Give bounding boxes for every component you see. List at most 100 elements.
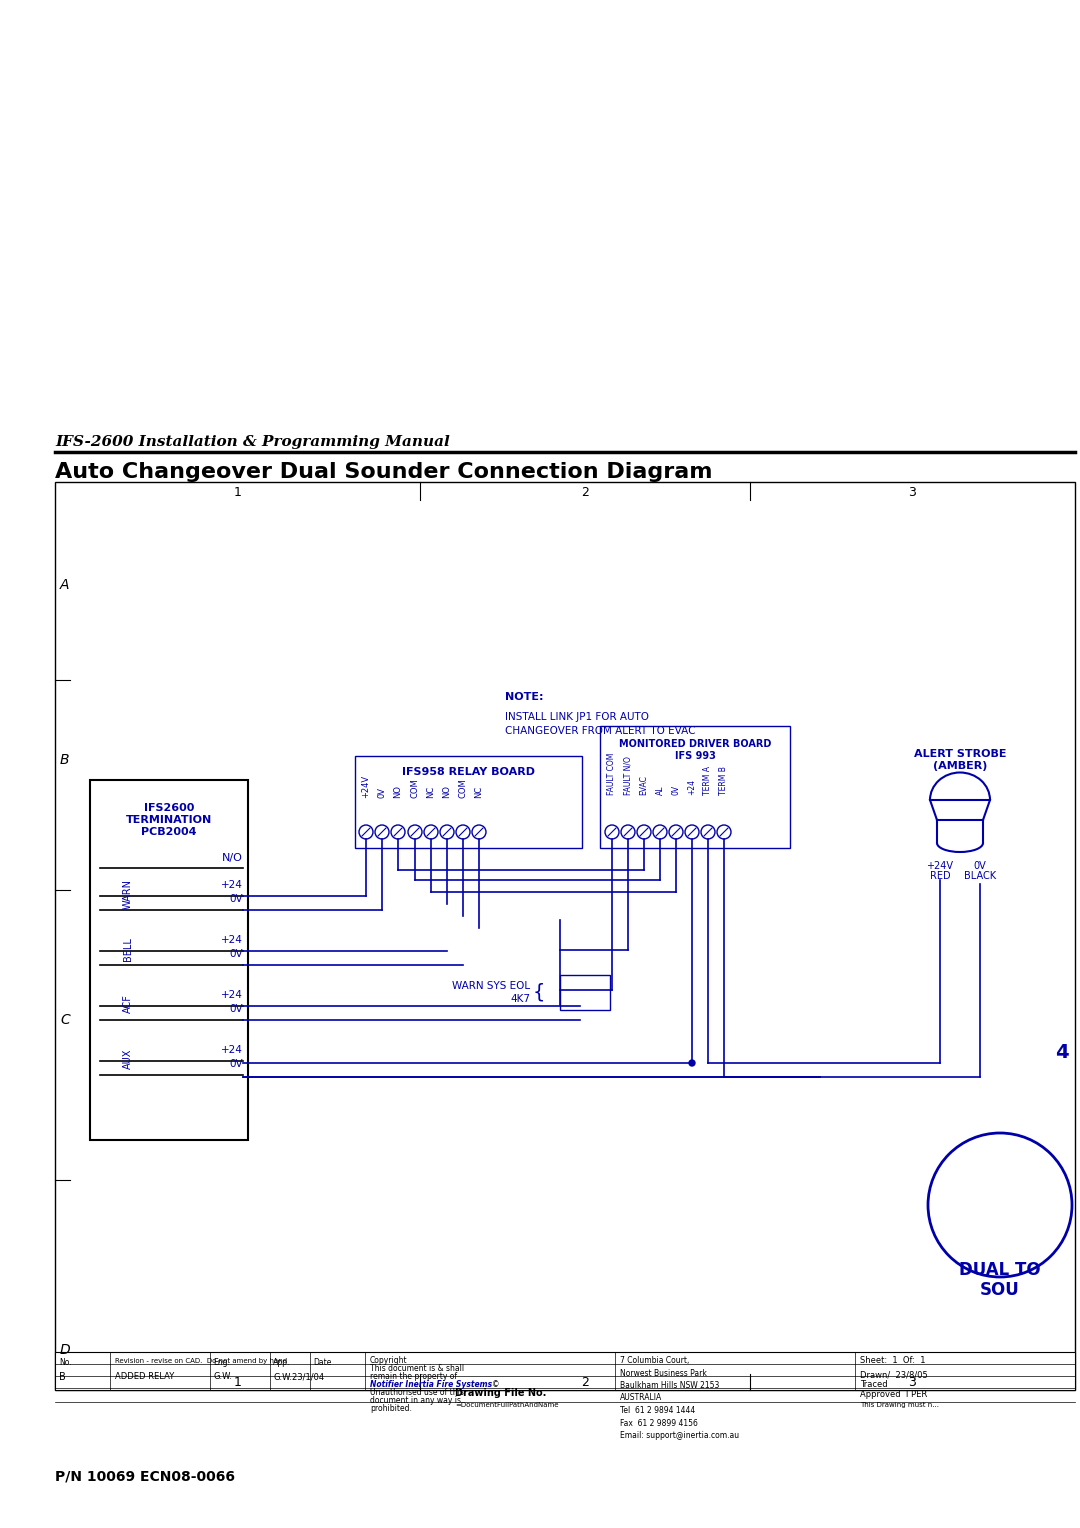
Text: NC: NC [427, 785, 435, 798]
Text: 7 Columbia Court,
Norwest Business Park
Baulkham Hills NSW 2153
AUSTRALIA
Tel  6: 7 Columbia Court, Norwest Business Park … [620, 1355, 739, 1439]
Text: 0V: 0V [672, 785, 680, 795]
Text: Sheet:  1  Of:  1: Sheet: 1 Of: 1 [860, 1355, 926, 1365]
Text: Date: Date [313, 1358, 332, 1368]
Text: +24: +24 [221, 880, 243, 889]
Text: +24: +24 [221, 935, 243, 944]
Text: Copyright: Copyright [370, 1355, 407, 1365]
Circle shape [689, 1060, 696, 1067]
Text: TERM B: TERM B [719, 766, 729, 795]
Text: +24: +24 [221, 1045, 243, 1054]
Text: Auto Changeover Dual Sounder Connection Diagram: Auto Changeover Dual Sounder Connection … [55, 461, 713, 481]
Text: BLACK: BLACK [964, 871, 996, 882]
Text: +24: +24 [688, 779, 697, 795]
Text: prohibited.: prohibited. [370, 1404, 411, 1413]
Text: 2: 2 [581, 1375, 589, 1389]
Text: 3: 3 [908, 1375, 917, 1389]
Text: 4K7: 4K7 [510, 995, 530, 1004]
Text: 0V: 0V [229, 1004, 243, 1015]
Bar [561, 975, 610, 1010]
Text: COM: COM [410, 778, 419, 798]
Text: 0V: 0V [378, 787, 387, 798]
Text: 1: 1 [233, 1375, 242, 1389]
Text: No.: No. [59, 1358, 71, 1368]
Text: B: B [59, 1372, 66, 1381]
Text: (AMBER): (AMBER) [933, 761, 987, 772]
Text: NO: NO [393, 785, 403, 798]
Circle shape [375, 825, 389, 839]
Text: 1: 1 [233, 486, 242, 498]
Text: N/O: N/O [222, 853, 243, 863]
Text: ©: © [492, 1380, 499, 1389]
Text: WARN SYS EOL: WARN SYS EOL [451, 981, 530, 992]
Text: Traced: Traced [860, 1380, 888, 1389]
Text: AL: AL [656, 785, 664, 795]
Text: ACF: ACF [123, 995, 133, 1013]
Text: CHANGEOVER FROM ALERT TO EVAC: CHANGEOVER FROM ALERT TO EVAC [505, 726, 696, 736]
Circle shape [653, 825, 667, 839]
Circle shape [669, 825, 683, 839]
Text: B: B [60, 753, 69, 767]
Circle shape [456, 825, 470, 839]
Text: TERMINATION: TERMINATION [126, 814, 212, 825]
Text: IFS958 RELAY BOARD: IFS958 RELAY BOARD [402, 767, 535, 778]
Text: document in any way is: document in any way is [370, 1397, 461, 1406]
Text: C: C [60, 1013, 70, 1027]
Bar [55, 481, 1075, 1390]
Text: MONITORED DRIVER BOARD: MONITORED DRIVER BOARD [619, 740, 771, 749]
Circle shape [605, 825, 619, 839]
Text: AUX: AUX [123, 1048, 133, 1070]
Text: Revision - revise on CAD.  Do not amend by hand: Revision - revise on CAD. Do not amend b… [114, 1358, 287, 1365]
Text: IFS-2600 Installation & Programming Manual: IFS-2600 Installation & Programming Manu… [55, 435, 449, 449]
Text: G.W.23/1/04: G.W.23/1/04 [273, 1372, 324, 1381]
Text: 2: 2 [581, 486, 589, 498]
Circle shape [424, 825, 438, 839]
Text: FAULT N/O: FAULT N/O [623, 756, 633, 795]
Circle shape [359, 825, 373, 839]
Text: Drawn/  23/8/05: Drawn/ 23/8/05 [860, 1371, 928, 1378]
Circle shape [472, 825, 486, 839]
Text: INSTALL LINK JP1 FOR AUTO: INSTALL LINK JP1 FOR AUTO [505, 712, 649, 723]
Text: NOTE:: NOTE: [505, 692, 543, 701]
Text: ALERT STROBE: ALERT STROBE [914, 749, 1007, 759]
Text: ADDED RELAY: ADDED RELAY [114, 1372, 174, 1381]
Text: remain the property of: remain the property of [370, 1372, 457, 1381]
Text: 4: 4 [1055, 1042, 1069, 1062]
Bar [90, 779, 248, 1140]
Text: +24V: +24V [362, 775, 370, 798]
Bar [355, 756, 582, 848]
Text: Notifier Inertia Fire Systems: Notifier Inertia Fire Systems [370, 1380, 492, 1389]
Text: BELL: BELL [123, 937, 133, 961]
Text: P/N 10069 ECN08-0066: P/N 10069 ECN08-0066 [55, 1470, 235, 1484]
Text: DUAL TO: DUAL TO [959, 1261, 1041, 1279]
Text: Approved  I PER: Approved I PER [860, 1390, 928, 1400]
Text: Unauthorised use of this: Unauthorised use of this [370, 1387, 464, 1397]
Text: 0V: 0V [229, 894, 243, 905]
Circle shape [440, 825, 454, 839]
Text: 0V: 0V [229, 1059, 243, 1070]
Text: G.W.: G.W. [213, 1372, 232, 1381]
Text: NO: NO [443, 785, 451, 798]
Text: This document is & shall: This document is & shall [370, 1365, 464, 1374]
Circle shape [701, 825, 715, 839]
Text: IFS 993: IFS 993 [675, 750, 715, 761]
Text: RED: RED [930, 871, 950, 882]
Text: This Drawing must n...: This Drawing must n... [860, 1403, 939, 1407]
Circle shape [391, 825, 405, 839]
Circle shape [637, 825, 651, 839]
Text: FAULT COM: FAULT COM [607, 753, 617, 795]
Text: PCB2004: PCB2004 [141, 827, 197, 837]
Text: WARN: WARN [123, 879, 133, 909]
Text: 0V: 0V [229, 949, 243, 960]
Text: TERM A: TERM A [703, 766, 713, 795]
Circle shape [685, 825, 699, 839]
Text: A: A [60, 578, 69, 591]
Text: {: { [534, 983, 545, 1001]
Circle shape [717, 825, 731, 839]
Text: SOU: SOU [981, 1280, 1020, 1299]
Bar [55, 1352, 1075, 1390]
Text: 3: 3 [908, 486, 917, 498]
Text: =DocumentFullPathAndName: =DocumentFullPathAndName [455, 1403, 558, 1407]
Text: IFS2600: IFS2600 [144, 804, 194, 813]
Text: D: D [60, 1343, 70, 1357]
Text: App.: App. [273, 1358, 291, 1368]
